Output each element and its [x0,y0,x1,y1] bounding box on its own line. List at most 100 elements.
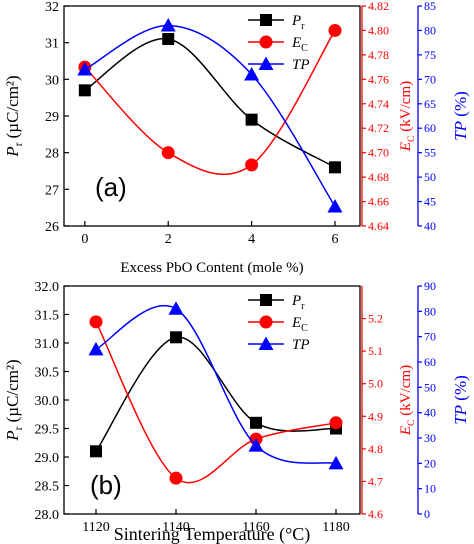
y-left-tick-label: 31.5 [35,309,60,324]
data-point-e [169,471,183,485]
y-left-title-main: P [3,430,22,441]
data-point-p [245,113,258,126]
y-right1-tick-label: 5.0 [368,377,383,391]
y-right2-tick-label: 80 [424,304,436,318]
y-right1-title: EC (kV/cm) [398,81,417,152]
y-left-tick-label: 31.0 [35,337,60,352]
y-right2-tick-label: 40 [424,406,436,420]
y-left-tick-label: 30 [45,73,59,88]
data-point-e [329,416,343,430]
y-right2-tick-label: 70 [424,330,436,344]
y-right1-tick-label: 4.82 [368,0,389,13]
x-tick-label: 6 [331,232,338,247]
y-left-tick-label: 29.0 [35,451,60,466]
data-point-tp [248,438,264,452]
y-left-tick-label: 30.5 [35,366,60,381]
legend-label-sub: r [301,21,305,32]
series-line-tp [84,24,336,207]
x-tick-label: 1180 [322,520,349,535]
data-point-tp [160,18,176,32]
series-line-tp [95,305,337,465]
data-point-p [170,331,182,344]
legend-label-main: E [291,315,301,331]
data-point-tp [168,301,184,315]
y-left-tick-label: 27 [45,183,59,198]
data-point-tp [77,62,93,76]
legend-label: Pr [291,13,305,32]
y-right1-tick-label: 4.9 [368,409,383,423]
y-right1-title-main: E [398,142,414,152]
y-right1-tick-label: 4.74 [368,97,389,111]
x-axis-title: Sintering Temperature (°C) [114,524,311,544]
y-right1-title-main: E [398,426,414,436]
panel-label: (b) [90,470,122,500]
y-right1-tick-label: 5.2 [368,312,383,326]
y-right1-title-unit: (kV/cm) [398,81,414,136]
data-point-e [328,23,342,37]
data-point-tp [328,455,344,470]
y-right1-tick-label: 4.72 [368,121,389,135]
y-right2-title: TP (%) [451,91,470,141]
data-point-p [162,33,175,45]
y-right1-title-sub: C [406,419,417,426]
series-line-e [84,30,336,176]
y-right2-tick-label: 65 [424,97,436,111]
legend-marker [258,336,274,350]
legend-label: Pr [291,293,305,312]
y-right2-title-main: TP [451,121,470,141]
y-right2-tick-label: 50 [424,170,436,184]
y-right2-tick-label: 45 [424,195,436,209]
x-axis-title: Excess PbO Content (mole %) [120,260,303,276]
y-right1-tick-label: 4.66 [368,195,389,209]
y-right2-tick-label: 0 [424,507,430,521]
legend-label: TP [292,57,310,73]
data-point-p [78,84,91,97]
y-right2-tick-label: 55 [424,146,436,160]
x-tick-label: 1160 [242,520,269,535]
legend-label: TP [292,337,310,353]
y-left-title-sub: r [13,426,25,430]
y-right1-tick-label: 4.68 [368,170,389,184]
legend-label: EC [291,315,308,334]
legend-label-main: P [291,13,301,29]
data-point-e [245,158,259,172]
y-left-tick-label: 28.5 [35,480,60,495]
panel-label: (a) [95,172,127,202]
legend: Pr EC TP [248,293,310,353]
series-line-p [95,336,337,452]
legend-marker [259,35,273,49]
y-left-title: Pr (µC/cm²) [3,75,25,157]
y-left-title-unit: (µC/cm²) [3,75,22,142]
y-right2-title-unit: (%) [451,375,470,405]
x-tick-label: 1140 [162,520,189,535]
legend-label-sub: C [301,43,308,54]
y-right2-tick-label: 20 [424,456,436,470]
y-right2-tick-label: 60 [424,355,436,369]
y-left-title-main: P [3,146,22,157]
legend-label-main: TP [292,337,310,353]
chart-panel-a: 0 2 4 6 Excess PbO Content (mole %) 26 27 28 29 3… [3,0,470,276]
x-tick-label: 0 [81,232,88,247]
data-point-e [161,146,175,160]
y-right1-tick-label: 4.76 [368,72,389,86]
y-left-tick-label: 29 [45,110,59,125]
y-left-tick-label: 29.5 [35,423,60,438]
y-left-tick-label: 32.0 [35,280,60,295]
y-left-title-unit: (µC/cm²) [3,359,22,426]
y-right1-tick-label: 4.6 [368,507,383,521]
y-right1-tick-label: 4.70 [368,146,389,160]
data-point-tp [327,198,343,213]
series-line-e [95,321,337,484]
x-tick-label: 1120 [82,520,109,535]
y-left-title: Pr (µC/cm²) [3,359,25,441]
legend-marker [260,14,272,26]
y-right1-tick-label: 5.1 [368,344,383,358]
y-right1-title-sub: C [406,135,417,142]
y-right2-tick-label: 10 [424,482,436,496]
data-point-e [89,315,103,329]
y-left-tick-label: 30.0 [35,394,60,409]
y-right1-tick-label: 4.80 [368,23,389,37]
data-point-p [328,161,341,174]
